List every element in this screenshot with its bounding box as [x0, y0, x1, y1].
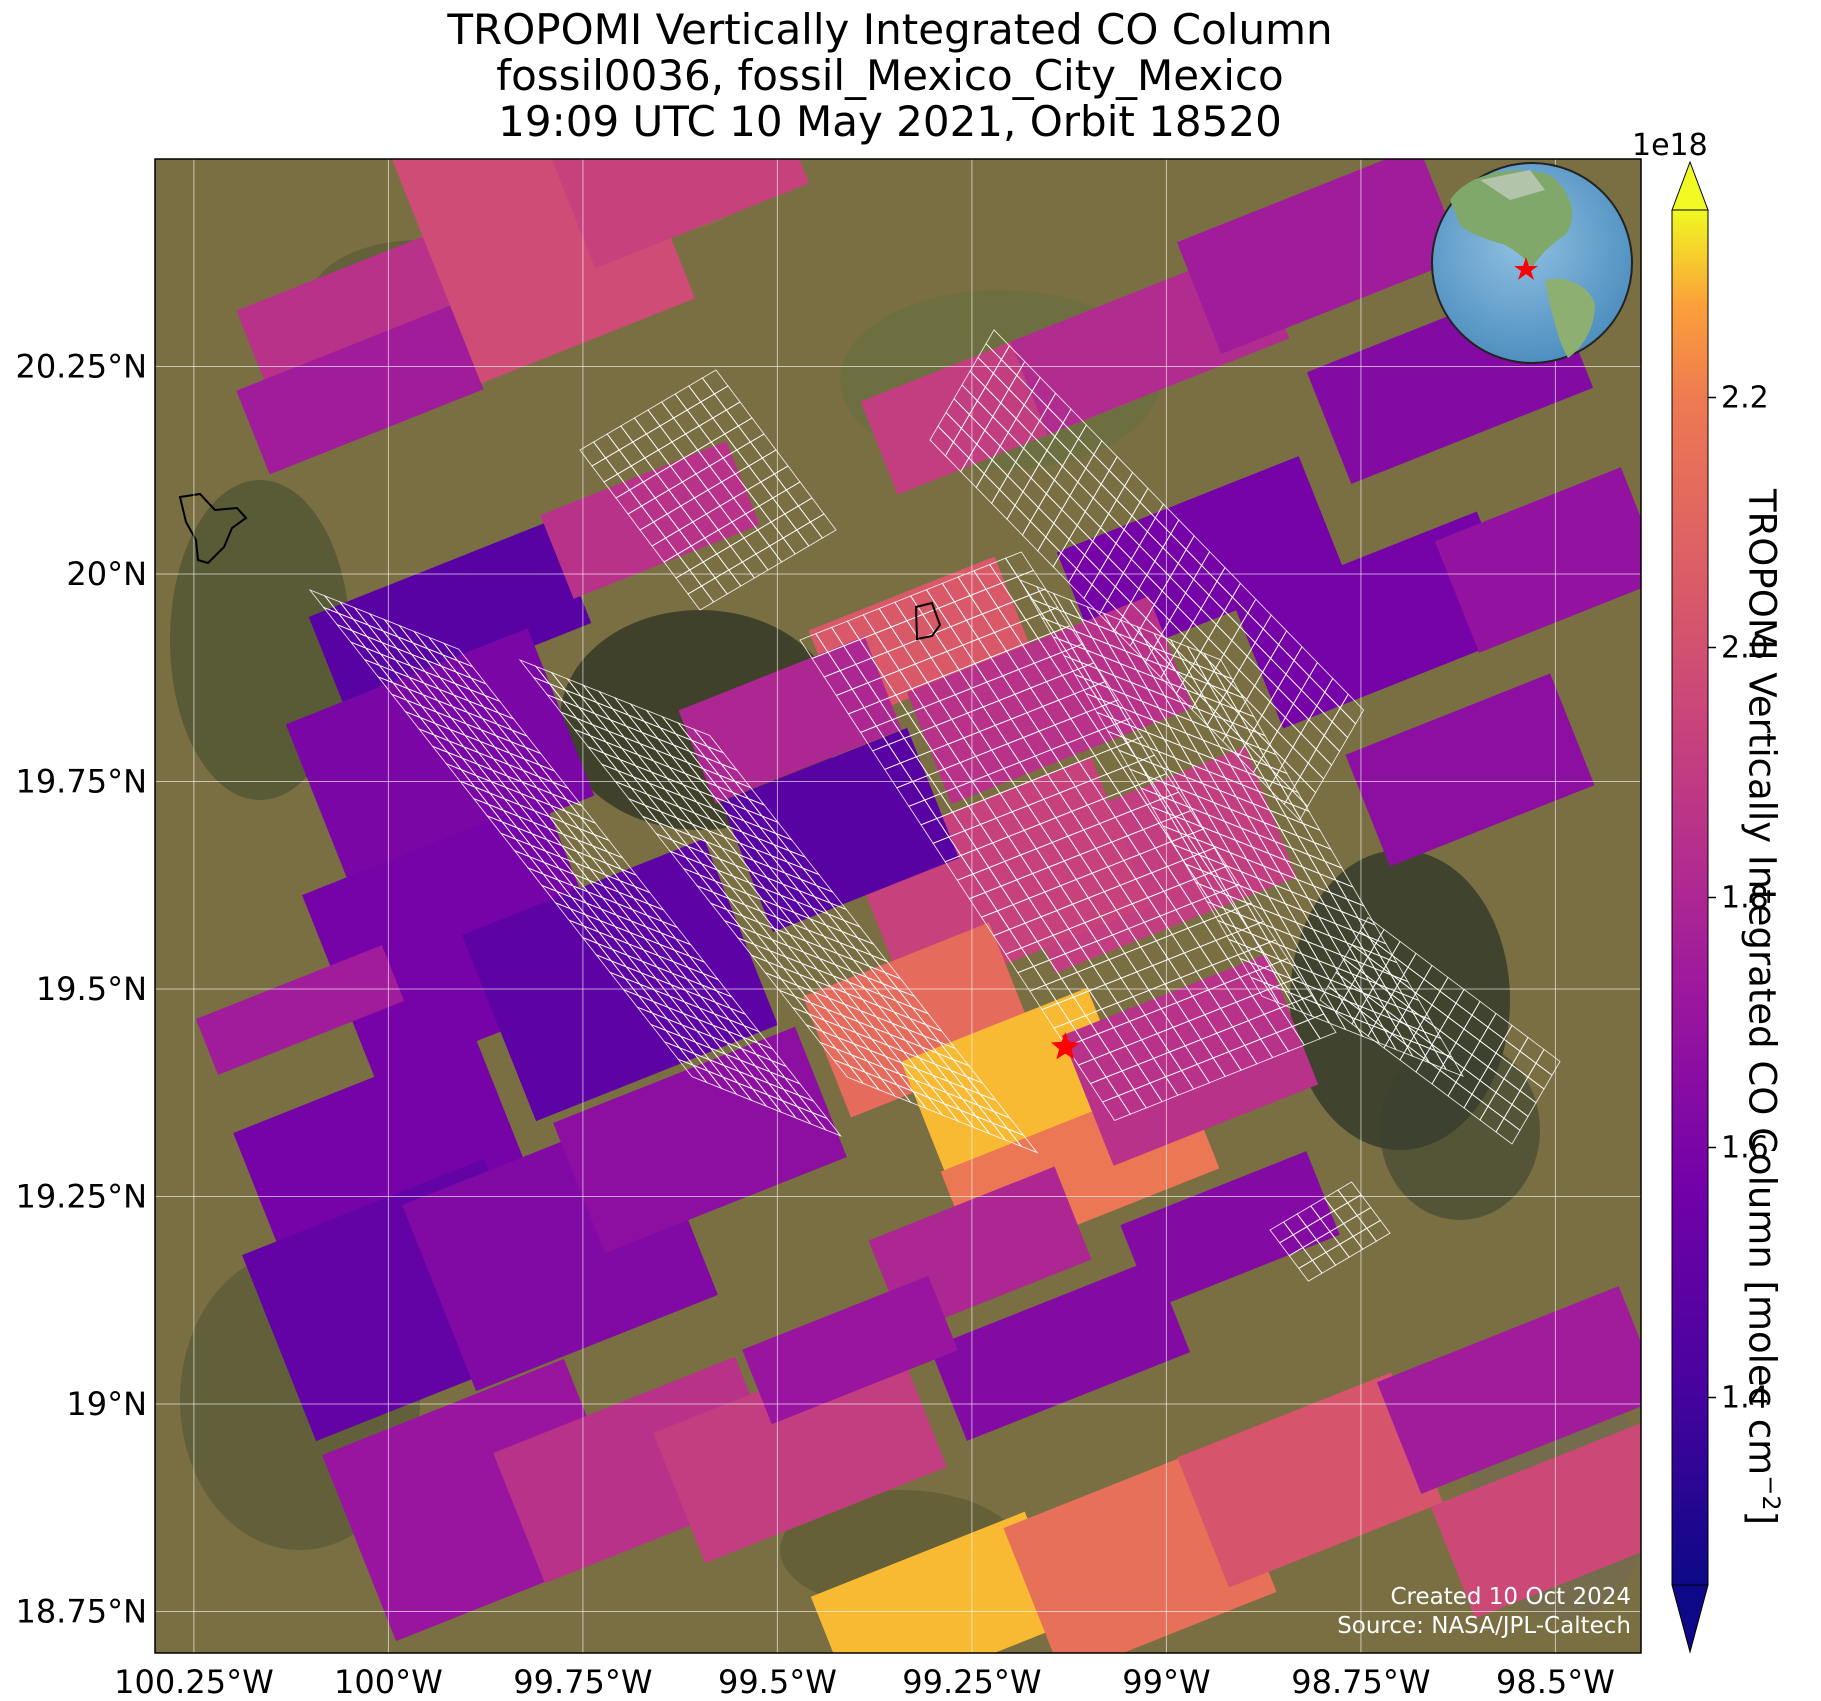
lon-tick-label: 100.25°W	[114, 1663, 274, 1701]
co-pixel	[540, 441, 760, 599]
co-pixel	[1177, 1372, 1443, 1588]
footprint-cell	[1006, 1127, 1039, 1154]
co-pixel	[551, 159, 810, 269]
footprint-cell	[1307, 1013, 1337, 1040]
lon-tick-label: 99.75°W	[513, 1663, 652, 1701]
credit-source: Source: NASA/JPL-Caltech	[1337, 1613, 1631, 1639]
colorbar-tick-label: 2.0	[1721, 631, 1769, 666]
title-line-2: fossil0036, fossil_Mexico_City_Mexico	[496, 51, 1284, 100]
lon-tick-label: 99.25°W	[902, 1663, 1041, 1701]
colorbar: 1.4 1.6 1.8 2.0 2.2	[1671, 160, 1769, 1654]
lat-tick-label: 18.75°N	[15, 1593, 147, 1631]
globe-ice	[1480, 170, 1545, 200]
title-line-3: 19:09 UTC 10 May 2021, Orbit 18520	[498, 97, 1282, 146]
latitude-ticks: 20.25°N 20°N 19.75°N 19.5°N 19.25°N 19°N 18.75…	[15, 348, 147, 1631]
co-pixel	[1430, 1423, 1641, 1619]
co-pixel	[1376, 1286, 1641, 1494]
longitude-ticks: 100.25°W 100°W 99.75°W 99.5°W 99.25°W 99°W 98.…	[114, 1663, 1615, 1701]
co-pixel	[1120, 1151, 1340, 1309]
footprint-cell	[809, 513, 837, 539]
sounding-footprint-grid	[308, 329, 1561, 1282]
co-pixel	[1061, 954, 1319, 1166]
co-pixel	[233, 1036, 527, 1264]
lon-tick-label: 100°W	[334, 1663, 443, 1701]
colorbar-gradient	[1672, 210, 1708, 1585]
lat-tick-label: 19.25°N	[15, 1178, 147, 1216]
lat-tick-label: 19°N	[66, 1385, 147, 1423]
lon-tick-label: 99.5°W	[718, 1663, 837, 1701]
footprint-cell	[1339, 693, 1365, 725]
co-pixel	[742, 1275, 958, 1425]
co-pixel	[462, 838, 778, 1122]
co-pixel	[810, 1511, 1070, 1653]
map-gridlines	[155, 159, 1641, 1653]
lat-tick-label: 19.75°N	[15, 763, 147, 801]
lon-tick-label: 99°W	[1122, 1663, 1210, 1701]
colorbar-extend-bottom	[1671, 1584, 1709, 1654]
colorbar-tick-label: 1.6	[1721, 1131, 1769, 1166]
footprint-cell	[1366, 1219, 1391, 1242]
globe-north-america	[1450, 170, 1573, 268]
co-pixel	[1345, 673, 1595, 867]
lat-tick-label: 20°N	[66, 555, 147, 593]
site-star-marker	[1051, 1032, 1080, 1060]
globe-marker-icon	[1514, 257, 1538, 280]
credit-created: Created 10 Oct 2024	[1390, 1584, 1631, 1610]
colorbar-label: TROPOMI Vertically Integrated CO Column …	[1740, 488, 1785, 1526]
colorbar-tick-label: 1.4	[1721, 1381, 1769, 1416]
lat-tick-label: 19.5°N	[36, 970, 147, 1008]
colorbar-tick-label: 1.8	[1721, 881, 1769, 916]
co-pixel	[1434, 467, 1641, 653]
footprint-cell	[1535, 1048, 1561, 1076]
co-pixel	[308, 520, 592, 720]
map-frame	[154, 158, 1642, 1654]
co-pixel	[236, 225, 484, 395]
co-pixel	[678, 636, 902, 804]
co-pixel	[802, 922, 1038, 1118]
globe-south-america	[1545, 278, 1595, 358]
lake-outline-north	[914, 601, 942, 641]
lon-tick-label: 98.75°W	[1291, 1663, 1430, 1701]
title-line-1: TROPOMI Vertically Integrated CO Column	[447, 5, 1333, 54]
co-pixel	[195, 945, 405, 1075]
colorbar-multiplier: 1e18	[1632, 128, 1708, 163]
co-pixel	[849, 757, 1151, 1003]
co-pixel	[653, 1336, 947, 1564]
colorbar-tick-label: 2.2	[1721, 381, 1769, 416]
footprint-cell	[810, 1111, 843, 1137]
co-pixel	[929, 1259, 1191, 1441]
colorbar-extend-top	[1671, 160, 1709, 211]
globe-inset	[1431, 162, 1633, 364]
lat-tick-label: 20.25°N	[15, 348, 147, 386]
co-pixel	[906, 596, 1194, 804]
co-pixel	[236, 305, 484, 475]
lon-tick-label: 98.5°W	[1496, 1663, 1615, 1701]
co-pixel	[1176, 159, 1464, 354]
